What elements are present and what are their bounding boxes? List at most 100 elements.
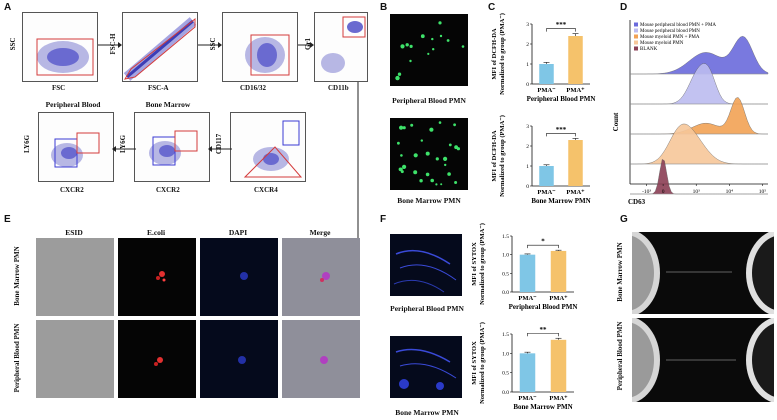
- significance-stars: ***: [556, 126, 567, 134]
- green-cell-dot: [413, 170, 418, 175]
- green-cell-dot: [453, 123, 456, 127]
- flow-plot-bm-cxcr2-ly6g: [134, 112, 210, 182]
- x-tick-label: 10⁵: [759, 189, 767, 195]
- y-tick-label: 2: [526, 144, 529, 150]
- green-cell-dot: [456, 147, 460, 151]
- micro-e-bm-esid: [36, 238, 114, 316]
- green-cell-dot: [446, 39, 450, 42]
- y-axis-title: Count: [612, 112, 620, 131]
- micrograph-b-peripheral: [390, 14, 468, 86]
- panel-label-f: F: [380, 214, 387, 225]
- green-cell-dot: [397, 141, 400, 145]
- row-label-g-peripheral: Peripheral Blood PMN: [616, 321, 624, 391]
- legend-swatch: [634, 22, 638, 27]
- flow-plot-cxcr4-cd117: [230, 112, 306, 182]
- significance-stars: ***: [556, 21, 567, 29]
- y-axis-title: MFI of SYTOX: [471, 341, 478, 385]
- legend-label: BLANK: [640, 47, 658, 52]
- y-axis-title: MFI of SYTOX: [471, 242, 478, 286]
- bar: [550, 250, 567, 292]
- y-tick-label: 1.0: [502, 253, 509, 259]
- col-esid: ESID: [65, 228, 83, 237]
- green-cell-dot: [438, 21, 442, 25]
- bar-chart-c-bone-marrow: MFI of DCFH-DA Normalized to group (PMA⁻)…: [491, 115, 591, 205]
- significance-bracket: [527, 244, 559, 249]
- bar-chart-c-peripheral: MFI of DCFH-DA Normalized to group (PMA⁻)…: [491, 13, 595, 103]
- significance-bracket: [546, 133, 576, 137]
- bar: [568, 140, 583, 186]
- micro-e-pb-esid: [36, 320, 114, 398]
- legend-swatch: [634, 46, 638, 51]
- green-cell-dot: [425, 151, 430, 156]
- significance-bracket: [527, 332, 559, 337]
- row-label-e-peripheral: Peripheral Blood PMN: [13, 323, 21, 393]
- significance-stars: **: [540, 326, 548, 334]
- legend-label: Mouse peripheral blood PMN: [640, 29, 700, 34]
- y-tick-label: 0.5: [502, 271, 509, 277]
- green-cell-dot: [399, 125, 404, 130]
- flow-plot-cd1632-ssc: [222, 12, 298, 82]
- row-label-g-bone-marrow: Bone Marrow PMN: [616, 242, 624, 302]
- green-cell-dot: [432, 48, 435, 51]
- panel-label-e: E: [4, 214, 11, 225]
- green-cell-dot: [400, 154, 403, 157]
- green-cell-dot: [461, 45, 465, 48]
- flow-plot-cd11b-gr1: [314, 12, 368, 82]
- bar: [539, 166, 554, 186]
- x-category-label: PMA⁻: [518, 395, 537, 402]
- y-axis-title: Normalized to group (PMA⁻): [499, 13, 506, 95]
- bar: [519, 254, 536, 292]
- caption-b-peripheral: Peripheral Blood PMN: [392, 96, 466, 105]
- green-cell-dot: [397, 72, 402, 76]
- y-tick-label: 3: [526, 22, 529, 28]
- axis-ly6g-pb: LY6G: [23, 134, 31, 154]
- green-cell-dot: [438, 121, 442, 124]
- arrow-2: [198, 42, 222, 48]
- x-tick-label: 10³: [693, 189, 701, 195]
- arrow-1: [98, 42, 122, 48]
- green-cell-dot: [435, 183, 438, 186]
- y-tick-label: 2: [526, 42, 529, 48]
- x-category-label: PMA⁻: [537, 87, 556, 94]
- y-tick-label: 3: [526, 124, 529, 130]
- bar-chart-f-peripheral: MFI of SYTOX Normalized to group (PMA⁻) 0.…: [471, 223, 577, 311]
- green-cell-dot: [402, 126, 406, 130]
- y-tick-label: 0.0: [502, 290, 509, 296]
- x-tick-label: -10³: [642, 189, 651, 195]
- micro-e-pb-merge: [282, 320, 360, 398]
- green-cell-dot: [425, 172, 430, 177]
- green-cell-dot: [420, 34, 425, 39]
- x-category-label: PMA⁻: [518, 295, 537, 302]
- axis-cxcr2-bm: CXCR2: [156, 186, 180, 194]
- y-tick-label: 0: [526, 82, 529, 88]
- green-cell-dot: [400, 170, 404, 174]
- x-axis-title: CD63: [628, 198, 646, 206]
- row-label-e-bone-marrow: Bone Marrow PMN: [13, 246, 21, 306]
- caption-f-peripheral-image: Peripheral Blood PMN: [390, 304, 464, 313]
- axis-cxcr4: CXCR4: [254, 186, 278, 194]
- image-g-peripheral: [632, 318, 774, 402]
- y-tick-label: 0: [526, 184, 529, 190]
- x-category-label: PMA⁺: [566, 87, 585, 94]
- legend-label: Mouse peripheral blood PMN + PMA: [640, 23, 716, 28]
- flow-plot-fsc-ssc: [22, 12, 98, 82]
- green-cell-dot: [419, 179, 423, 183]
- col-merge: Merge: [309, 228, 331, 237]
- green-cell-dot: [420, 139, 423, 142]
- panel-label-a: A: [4, 2, 12, 13]
- axis-cd11b: CD11b: [328, 84, 349, 92]
- green-cell-dot: [439, 34, 443, 38]
- legend-swatch: [634, 28, 638, 33]
- legend-label: Mouse myeloid PMN: [640, 41, 684, 46]
- panel-label-c: C: [488, 2, 496, 13]
- y-axis-title: MFI of DCFH-DA: [491, 28, 498, 80]
- x-category-label: PMA⁺: [566, 189, 585, 196]
- axis-ssc-1: SSC: [9, 37, 17, 51]
- caption-bone-marrow-a: Bone Marrow: [145, 100, 191, 109]
- caption-b-bone-marrow: Bone Marrow PMN: [397, 196, 461, 205]
- x-tick-label: 10⁴: [726, 189, 734, 195]
- x-axis-caption: Bone Marrow PMN: [513, 403, 572, 411]
- micro-e-pb-ecoli: [118, 320, 196, 398]
- x-category-label: PMA⁻: [537, 189, 556, 196]
- arrow-left-2: [208, 146, 232, 152]
